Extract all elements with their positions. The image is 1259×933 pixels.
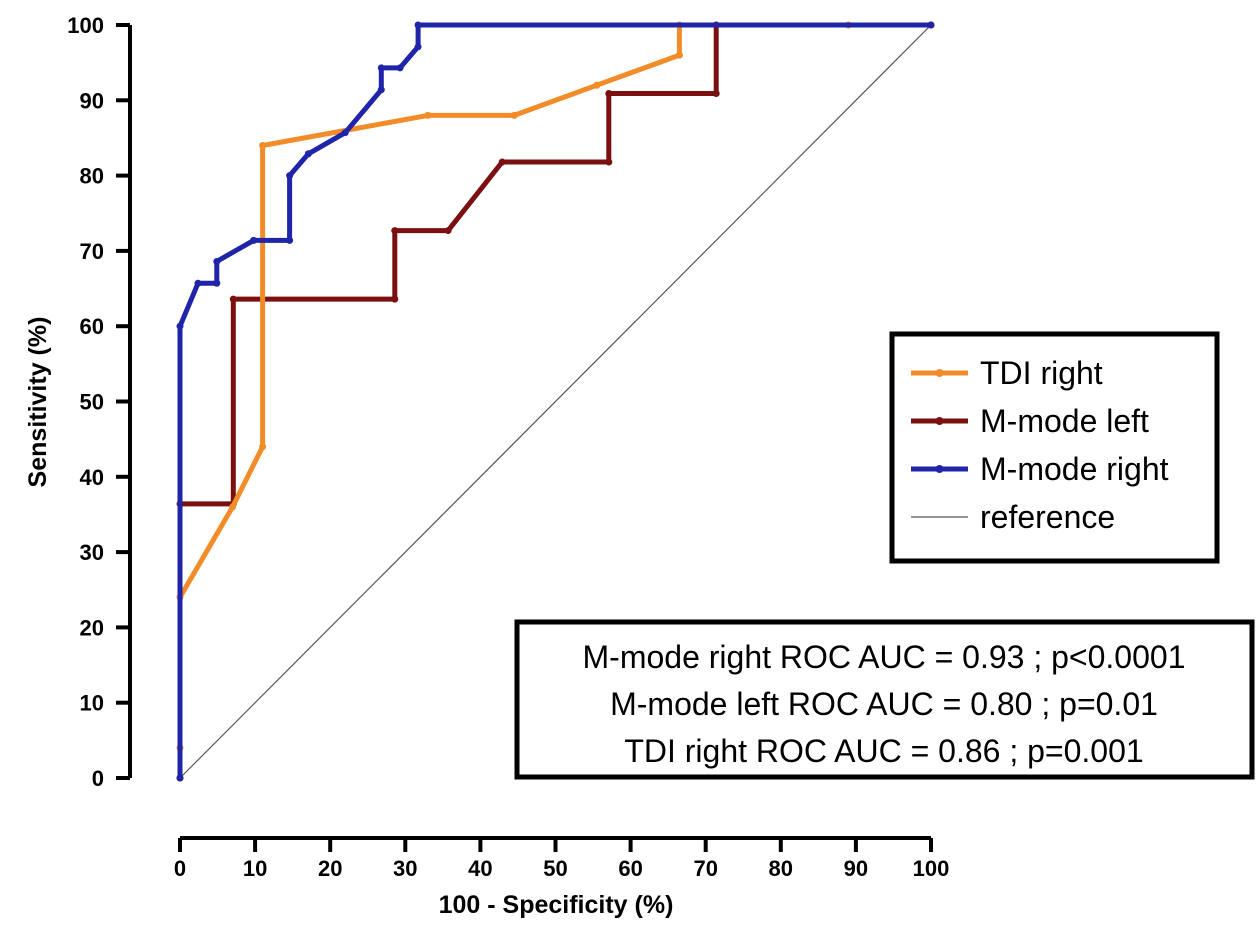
- data-point-m-mode-right: [396, 64, 404, 72]
- x-tick-label: 0: [174, 856, 186, 881]
- legend-label: reference: [980, 499, 1115, 535]
- data-point-m-mode-right: [194, 279, 202, 287]
- legend-marker: [935, 465, 944, 473]
- legend-label: M-mode right: [980, 451, 1169, 487]
- data-point-m-mode-right: [286, 172, 294, 180]
- data-point-tdi-right: [259, 443, 267, 451]
- auc-annotation-box: M-mode right ROC AUC = 0.93 ; p<0.0001 M…: [514, 619, 1255, 780]
- legend-item-tdi-right: TDI right: [911, 355, 1103, 391]
- legend-label: M-mode left: [980, 403, 1149, 439]
- data-point-m-mode-left: [391, 227, 399, 235]
- data-point-m-mode-left: [605, 90, 613, 98]
- x-axis-title: 100 - Specificity (%): [439, 891, 674, 919]
- data-point-tdi-right: [675, 51, 683, 59]
- data-point-m-mode-right: [176, 774, 184, 782]
- x-tick-label: 30: [393, 856, 417, 881]
- data-point-m-mode-left: [712, 90, 720, 98]
- data-point-tdi-right: [424, 111, 432, 119]
- auc-annotation-line-1: M-mode right ROC AUC = 0.93 ; p<0.0001: [583, 639, 1186, 675]
- legend-item-m-mode-left: M-mode left: [911, 403, 1149, 439]
- data-point-m-mode-right: [927, 21, 935, 29]
- auc-annotation-frame: [514, 619, 1255, 780]
- auc-annotation-line-2: M-mode left ROC AUC = 0.80 ; p=0.01: [610, 686, 1158, 722]
- legend-marker: [935, 417, 944, 425]
- legend-label: TDI right: [980, 355, 1103, 391]
- data-point-m-mode-left: [444, 227, 452, 235]
- data-point-m-mode-right: [213, 257, 221, 265]
- x-tick-label: 50: [543, 856, 567, 881]
- data-point-m-mode-right: [377, 64, 385, 72]
- data-point-tdi-right: [259, 141, 267, 149]
- x-tick-label: 70: [693, 856, 717, 881]
- data-point-tdi-right: [229, 503, 237, 511]
- x-tick-label: 20: [318, 856, 342, 881]
- data-point-tdi-right: [510, 111, 518, 119]
- legend-item-reference: reference: [911, 499, 1115, 535]
- data-point-m-mode-left: [498, 158, 506, 166]
- axes: 0 10 20 30 40 50 60 70 80 90 100 0 10 20 30 40 50 60 70 80 9…: [67, 13, 949, 881]
- y-tick-label: 40: [80, 465, 104, 490]
- x-tick-label: 90: [844, 856, 868, 881]
- data-point-m-mode-right: [377, 86, 385, 94]
- data-point-m-mode-left: [605, 158, 613, 166]
- data-point-m-mode-left: [391, 295, 399, 303]
- x-tick-label: 10: [243, 856, 267, 881]
- data-point-m-mode-right: [341, 129, 349, 137]
- data-point-m-mode-right: [250, 236, 258, 244]
- x-tick-label: 80: [769, 856, 793, 881]
- y-tick-label: 60: [80, 314, 104, 339]
- y-tick-label: 0: [92, 766, 104, 791]
- data-point-m-mode-right: [286, 236, 294, 244]
- x-tick-label: 60: [618, 856, 642, 881]
- series-layer: [176, 21, 935, 782]
- legend: TDI right M-mode left M-mode right referenc…: [889, 331, 1220, 564]
- legend-marker: [935, 369, 944, 377]
- data-point-tdi-right: [593, 81, 601, 89]
- series-line-reference: [179, 24, 932, 779]
- y-tick-label: 30: [80, 540, 104, 565]
- y-tick-label: 50: [80, 390, 104, 415]
- y-tick-label: 10: [80, 691, 104, 716]
- y-tick-label: 80: [80, 164, 104, 189]
- data-point-m-mode-right: [213, 279, 221, 287]
- y-tick-label: 90: [80, 88, 104, 113]
- x-tick-label: 100: [913, 856, 950, 881]
- data-point-m-mode-right: [414, 21, 422, 29]
- data-point-m-mode-right: [414, 43, 422, 51]
- auc-annotation-line-3: TDI right ROC AUC = 0.86 ; p=0.001: [624, 733, 1143, 769]
- y-axis-title: Sensitivity (%): [24, 317, 52, 488]
- y-tick-label: 70: [80, 239, 104, 264]
- y-tick-label: 20: [80, 615, 104, 640]
- data-point-m-mode-right: [176, 322, 184, 330]
- y-tick-label: 100: [67, 13, 104, 38]
- series-line-m-mode-right: [177, 22, 934, 781]
- x-tick-label: 40: [468, 856, 492, 881]
- legend-item-m-mode-right: M-mode right: [911, 451, 1169, 487]
- data-point-m-mode-left: [229, 295, 237, 303]
- data-point-m-mode-right: [304, 150, 312, 158]
